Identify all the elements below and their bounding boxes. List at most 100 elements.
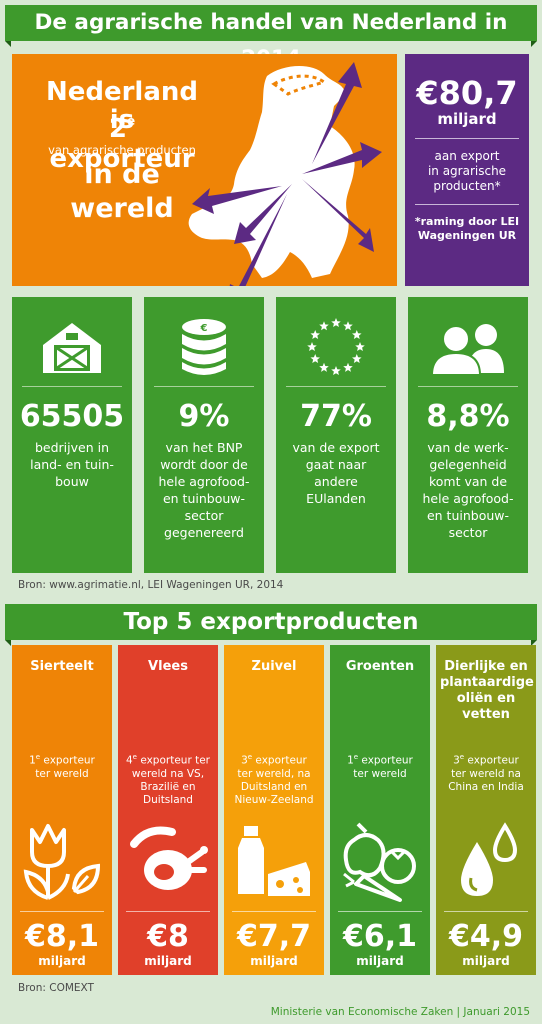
dairy-icon [238, 826, 310, 896]
stat-card-eu-export: 77% van de export gaat naar andere EUlan… [276, 297, 396, 573]
rank-sup: e [459, 753, 465, 761]
hero-line-2: 2e exporteur [32, 106, 212, 174]
eu-star [319, 362, 329, 372]
divider [444, 911, 528, 912]
divider [286, 386, 386, 387]
product-name: Vlees [118, 659, 218, 723]
eu-star [319, 321, 329, 331]
section-title: Top 5 exportproducten [123, 609, 419, 635]
product-name-line: Groenten [345, 659, 415, 674]
rank-line: wereld na VS, [131, 767, 205, 780]
product-name-line: Dierlijke en [444, 659, 528, 674]
hero-rank-rest: exporteur [49, 144, 195, 174]
product-rank: 3e exporteur ter wereld, na Duitsland en… [224, 751, 324, 817]
product-rank: 4e exporteur ter wereld na VS, Brazilië … [118, 751, 218, 817]
stat-line: bouw [55, 474, 89, 489]
meat-icon [130, 826, 208, 890]
product-name-line: oliën en [456, 691, 516, 706]
hero-line-4: in de wereld [70, 159, 174, 224]
eu-star [343, 362, 353, 372]
product-name-line: vetten [462, 707, 510, 722]
banner-fold-left [5, 41, 11, 47]
rank-number: 3 [453, 754, 460, 767]
eu-star [331, 366, 341, 376]
stat-line: land- en tuin- [30, 457, 114, 472]
product-name-line: Sierteelt [30, 659, 94, 674]
export-note-line: Wageningen UR [417, 229, 517, 242]
rank-sup: e [247, 753, 253, 761]
divider [418, 386, 518, 387]
eu-star [343, 321, 353, 331]
footer-credit: Ministerie van Economische Zaken | Janua… [270, 1006, 530, 1018]
rank-line: China en India [448, 780, 524, 793]
export-note: *raming door LEI Wageningen UR [405, 215, 529, 243]
divider [415, 138, 519, 139]
product-card-vlees: Vlees 4e exporteur ter wereld na VS, Bra… [118, 645, 218, 975]
banner-fold-right [531, 640, 537, 646]
product-name: Sierteelt [12, 659, 112, 723]
product-rank: 1e exporteur ter wereld [12, 751, 112, 817]
export-desc-line: in agrarische [427, 164, 507, 178]
stat-line: sector [448, 525, 488, 540]
title-banner: De agrarische handel van Nederland in 20… [5, 5, 537, 71]
stat-value: 77% [300, 399, 372, 434]
hero-rank-number: 2 [108, 114, 127, 144]
rank-number: 1 [29, 754, 36, 767]
eu-star [352, 354, 362, 364]
rank-line: Duitsland en [240, 780, 308, 793]
export-unit: miljard [437, 110, 497, 128]
product-unit: miljard [38, 954, 86, 968]
stat-line: van de werk- [427, 440, 509, 455]
svg-text:€: € [200, 323, 208, 334]
stat-line: sector [184, 508, 224, 523]
divider [338, 911, 422, 912]
export-note-line: *raming door LEI [414, 215, 520, 228]
rank-line: exporteur [40, 754, 95, 767]
stat-line: van het BNP [165, 440, 243, 455]
export-desc-line: aan export [434, 149, 500, 163]
product-unit: miljard [356, 954, 404, 968]
stat-value: 9% [178, 399, 230, 434]
vegetables-icon [343, 822, 416, 902]
export-amount: €80,7 [416, 74, 518, 112]
product-value: €4,9 [448, 919, 524, 954]
rank-line: ter wereld [35, 767, 89, 780]
hero-line-3: van agrarische producten [48, 143, 196, 157]
rank-line: exporteur ter [136, 754, 210, 767]
divider [20, 911, 104, 912]
export-value-box: €80,7 miljard aan export in agrarische p… [405, 54, 529, 286]
eu-stars-icon [307, 318, 365, 376]
product-name-line: Vlees [148, 659, 188, 674]
source-note: Bron: www.agrimatie.nl, LEI Wageningen U… [18, 579, 284, 591]
stat-card-gdp: € 9% van het BNP wordt door de hele agro… [144, 297, 264, 573]
divider [154, 386, 254, 387]
stat-description: bedrijven in land- en tuin- bouw [12, 439, 132, 490]
rank-line: Brazilië en [140, 780, 196, 793]
top5-banner: Top 5 exportproducten [5, 604, 537, 646]
tulip-icon [23, 824, 101, 900]
divider [22, 386, 122, 387]
rank-line: exporteur [358, 754, 413, 767]
stat-description: van de werk- gelegenheid komt van de hel… [408, 439, 528, 541]
hero-line-1: Nederland is [45, 77, 199, 135]
product-rank: 3e exporteur ter wereld na China en Indi… [436, 751, 536, 817]
rank-line: ter wereld, na [237, 767, 311, 780]
rank-line: ter wereld na [451, 767, 521, 780]
product-unit: miljard [144, 954, 192, 968]
rank-line: Nieuw-Zeeland [234, 793, 314, 806]
divider [232, 911, 316, 912]
rank-line: exporteur [464, 754, 519, 767]
product-card-sierteelt: Sierteelt 1e exporteur ter wereld €8,1 m… [12, 645, 112, 975]
product-unit: miljard [250, 954, 298, 968]
rank-sup: e [132, 753, 137, 761]
stat-card-employment: 8,8% van de werk- gelegenheid komt van d… [408, 297, 528, 573]
product-rank: 1e exporteur ter wereld [330, 751, 430, 817]
eu-star [310, 330, 320, 340]
product-unit: miljard [462, 954, 510, 968]
stat-line: EUlanden [306, 491, 366, 506]
stat-description: van de export gaat naar andere EUlanden [276, 439, 396, 507]
hero-panel: Nederland is 2e exporteur van agrarische… [12, 54, 397, 286]
rank-line: ter wereld [353, 767, 407, 780]
product-name-line: Zuivel [251, 659, 297, 674]
product-value: €8,1 [24, 919, 100, 954]
